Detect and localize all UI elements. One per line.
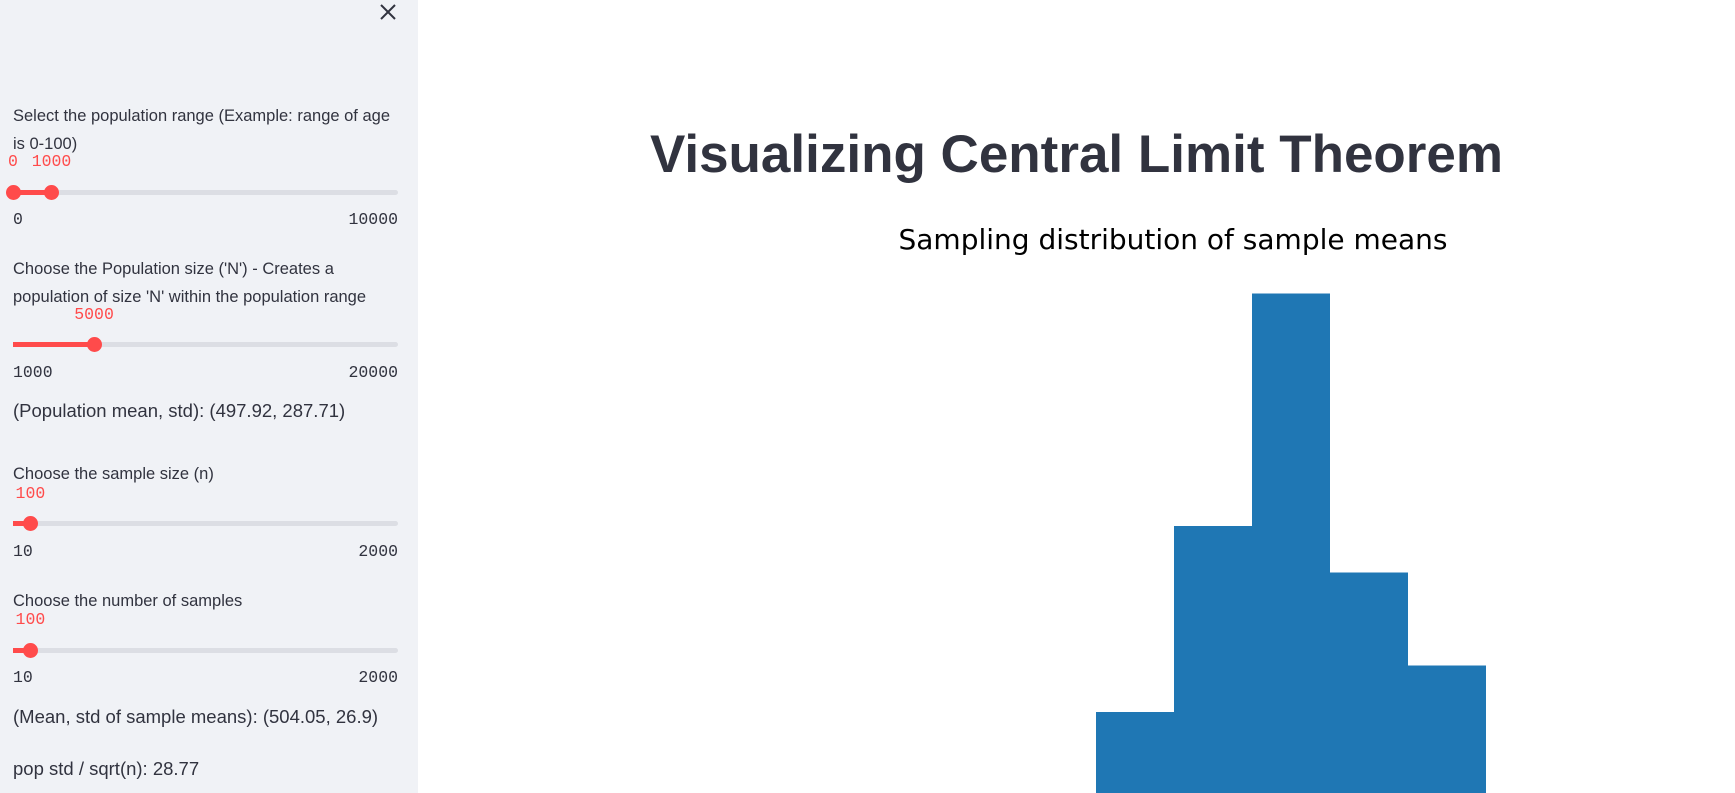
histogram-bar (1096, 712, 1174, 793)
slider-fill (13, 190, 52, 195)
slider-value: 1000 (31, 152, 72, 171)
slider-label: Choose the sample size (n) (13, 465, 214, 483)
slider-min: 0 (13, 210, 23, 229)
info-text: pop std / sqrt(n): 28.77 (13, 758, 200, 779)
slider-thumb[interactable] (86, 337, 102, 352)
chart: Sampling distribution of sample means (898, 223, 1486, 793)
slider-max: 20000 (348, 363, 398, 382)
histogram-bar (1252, 293, 1330, 793)
slider-track (13, 521, 398, 526)
slider-track (13, 648, 398, 653)
histogram-bar (1330, 572, 1408, 793)
slider-min: 10 (13, 542, 33, 561)
slider-thumb[interactable] (22, 643, 38, 658)
slider-label: Select the population range (Example: ra… (13, 107, 391, 153)
slider-thumb[interactable] (22, 516, 38, 531)
page-title: Visualizing Central Limit Theorem (649, 125, 1504, 184)
info-text: (Population mean, std): (497.92, 287.71) (13, 400, 346, 421)
slider-fill (13, 342, 95, 347)
slider-max: 2000 (358, 542, 398, 561)
slider-max: 10000 (348, 210, 398, 229)
slider-max: 2000 (358, 668, 398, 687)
slider-min: 1000 (13, 363, 53, 382)
slider-value: 0 (8, 152, 18, 171)
slider-min: 10 (13, 668, 33, 687)
sidebar: Select the population range (Example: ra… (0, 0, 418, 793)
histogram-bar (1408, 665, 1486, 793)
histogram-bar (1174, 526, 1252, 793)
slider-track (13, 190, 398, 195)
slider-label: Choose the number of samples (13, 592, 243, 610)
chart-title: Sampling distribution of sample means (898, 223, 1447, 256)
slider-value: 100 (15, 484, 46, 503)
close-button[interactable] (378, 2, 398, 22)
slider-track (13, 342, 398, 347)
slider-value: 100 (15, 610, 46, 629)
slider-fill (13, 648, 31, 653)
slider-fill (13, 521, 31, 526)
slider-value: 5000 (74, 305, 114, 324)
slider-thumb[interactable] (44, 185, 59, 200)
slider-thumb[interactable] (5, 185, 21, 200)
slider-label: Choose the Population size ('N') - Creat… (13, 260, 367, 306)
info-text: (Mean, std of sample means): (504.05, 26… (13, 706, 379, 727)
